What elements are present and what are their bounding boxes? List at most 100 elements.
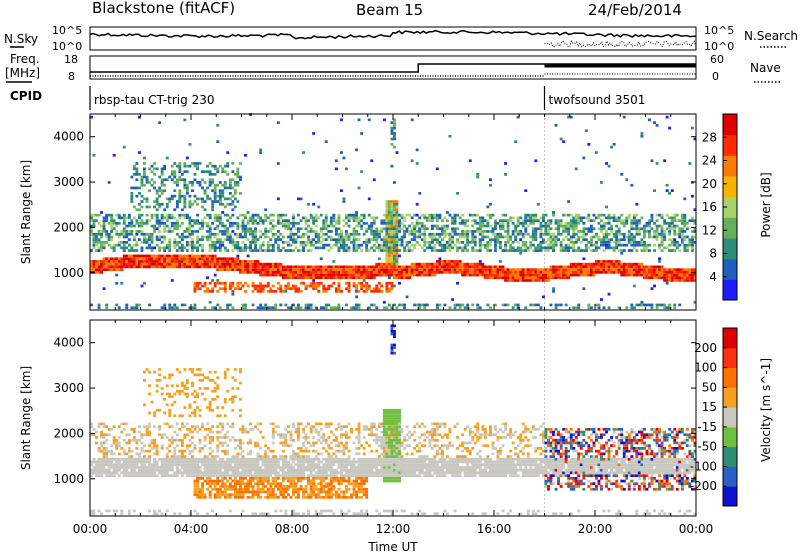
power-cell xyxy=(251,271,255,274)
power-cell xyxy=(382,273,386,277)
power-cell xyxy=(206,194,209,198)
power-cell xyxy=(643,276,646,280)
power-cell xyxy=(519,216,523,220)
velocity-cell xyxy=(135,474,139,477)
power-cell xyxy=(148,238,151,241)
velocity-cell xyxy=(90,425,93,428)
power-cell xyxy=(352,241,356,244)
power-cell xyxy=(660,249,664,252)
power-cell xyxy=(150,178,154,182)
velocity-cell xyxy=(188,414,192,418)
power-cell xyxy=(271,232,275,236)
power-cell xyxy=(536,279,540,282)
power-cell xyxy=(233,183,237,187)
power-cell xyxy=(188,200,192,203)
power-cell xyxy=(428,219,432,222)
power-cell xyxy=(163,222,167,225)
power-cell xyxy=(385,281,389,285)
power-cell xyxy=(135,303,139,307)
power-cell xyxy=(117,241,121,244)
power-cell xyxy=(173,194,177,198)
power-cell xyxy=(160,257,164,261)
velocity-cell xyxy=(180,438,184,442)
power-cell xyxy=(635,227,639,231)
velocity-cell xyxy=(188,444,192,447)
power-cell xyxy=(135,306,139,310)
power-cell xyxy=(597,222,601,225)
power-cell xyxy=(218,202,222,206)
power-cell xyxy=(625,306,629,310)
power-cell xyxy=(577,222,581,225)
power-cell xyxy=(420,224,424,228)
power-cell xyxy=(347,265,351,269)
power-cell xyxy=(211,246,215,250)
power-cell xyxy=(393,132,396,135)
velocity-cell xyxy=(92,433,96,437)
power-cell xyxy=(90,230,93,233)
velocity-cell xyxy=(148,471,151,475)
power-cell xyxy=(158,175,162,179)
power-cell xyxy=(244,260,247,263)
power-cell xyxy=(680,227,684,231)
power-cell xyxy=(398,243,401,247)
power-cell xyxy=(347,235,351,239)
power-cell xyxy=(413,230,417,233)
power-cell xyxy=(281,213,285,217)
power-cell xyxy=(567,238,571,241)
power-cell xyxy=(430,224,434,228)
nsearch-label: N.Search xyxy=(744,29,798,43)
power-cell xyxy=(680,238,684,241)
power-cell xyxy=(645,268,649,271)
velocity-cell xyxy=(218,457,222,461)
power-cell xyxy=(329,235,333,239)
power-cell xyxy=(125,235,129,239)
power-cell xyxy=(274,303,278,307)
power-cell xyxy=(539,268,543,271)
power-cell xyxy=(322,232,326,236)
power-cell xyxy=(276,271,280,274)
power-cell xyxy=(132,164,136,168)
power-cell xyxy=(355,246,358,250)
power-cell xyxy=(494,243,497,247)
power-cell xyxy=(562,238,566,241)
power-cell xyxy=(372,243,376,247)
power-cell xyxy=(582,156,586,160)
velocity-cell xyxy=(211,463,215,467)
power-cell xyxy=(574,249,578,252)
power-cell xyxy=(264,232,268,236)
power-cell xyxy=(120,281,124,285)
power-cell xyxy=(680,273,684,277)
power-cell xyxy=(582,257,586,261)
power-cell xyxy=(145,219,149,222)
power-cell xyxy=(393,273,396,277)
power-cell xyxy=(393,268,396,271)
power-cell xyxy=(680,241,684,244)
power-cell xyxy=(148,243,151,247)
power-cell xyxy=(600,243,603,247)
power-cell xyxy=(620,222,624,225)
velocity-cell xyxy=(110,452,114,456)
power-cell xyxy=(175,265,179,269)
power-cell xyxy=(188,224,192,228)
power-cell xyxy=(299,281,303,285)
power-cell xyxy=(377,281,381,285)
power-cell xyxy=(491,265,495,269)
power-cell xyxy=(140,175,144,179)
power-cell xyxy=(143,260,146,263)
power-cell xyxy=(531,238,535,241)
power-cell xyxy=(170,178,174,182)
power-cell xyxy=(559,303,563,307)
power-cell xyxy=(271,262,275,266)
power-cell xyxy=(691,126,694,130)
power-cell xyxy=(324,140,328,143)
power-cell xyxy=(148,189,151,192)
power-cell xyxy=(387,287,391,290)
power-cell xyxy=(203,257,207,261)
power-cell xyxy=(559,271,563,274)
velocity-cell xyxy=(173,474,177,477)
power-cell xyxy=(180,262,184,266)
velocity-cell xyxy=(165,457,169,461)
velocity-cell xyxy=(193,493,197,496)
velocity-cell xyxy=(196,477,199,480)
velocity-cell xyxy=(148,425,151,428)
